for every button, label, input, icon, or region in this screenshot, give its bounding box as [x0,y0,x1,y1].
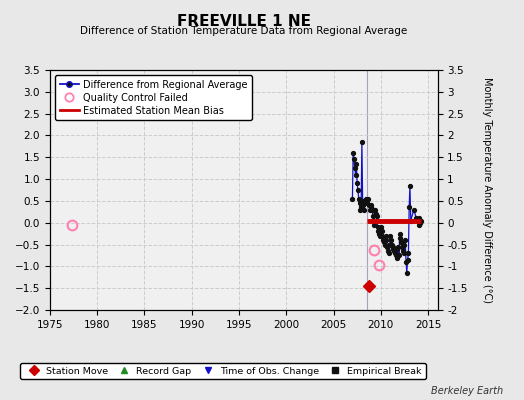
Legend: Station Move, Record Gap, Time of Obs. Change, Empirical Break: Station Move, Record Gap, Time of Obs. C… [20,363,425,379]
Text: Berkeley Earth: Berkeley Earth [431,386,503,396]
Legend: Difference from Regional Average, Quality Control Failed, Estimated Station Mean: Difference from Regional Average, Qualit… [54,75,252,120]
Y-axis label: Monthly Temperature Anomaly Difference (°C): Monthly Temperature Anomaly Difference (… [482,77,492,303]
Text: Difference of Station Temperature Data from Regional Average: Difference of Station Temperature Data f… [80,26,407,36]
Text: FREEVILLE 1 NE: FREEVILLE 1 NE [177,14,311,29]
